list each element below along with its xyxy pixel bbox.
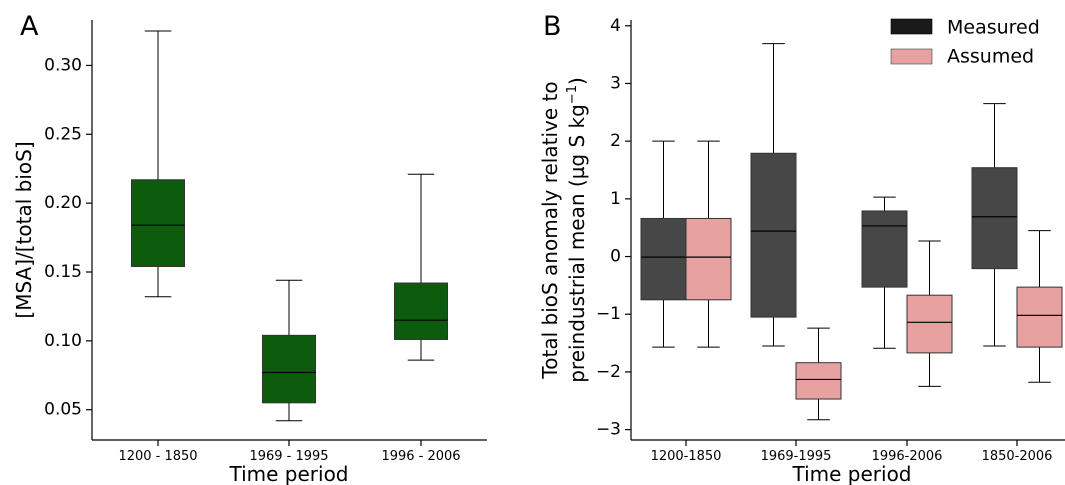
box-series-1 <box>262 279 316 422</box>
x-tick-label: 1996-2006 <box>872 449 943 464</box>
x-tick-label: 1996 - 2006 <box>381 449 460 464</box>
panel-a-x-title: Time period <box>228 462 348 485</box>
legend-swatch-assumed <box>890 48 933 65</box>
panel-a-x-ticks: 1200 - 1850 1969 - 1995 1996 - 2006 <box>118 440 461 464</box>
panel-b-y-title-line1: Total bioS anomaly relative to <box>538 81 562 379</box>
box-iqr <box>795 362 842 400</box>
panel-b-boxes <box>640 43 1063 421</box>
box-measured-0 <box>640 140 687 348</box>
box-iqr <box>861 210 908 288</box>
panel-b-axes <box>630 20 1065 441</box>
box-iqr <box>685 217 732 301</box>
box-measured-3 <box>971 103 1018 347</box>
y-tick-label: 0.30 <box>44 55 82 75</box>
panel-a-y-ticks: 0.05 0.10 0.15 0.20 0.25 0.30 <box>44 55 92 420</box>
y-tick-label: 0.15 <box>44 262 82 282</box>
y-tick-label: −3 <box>596 420 621 440</box>
box-assumed-3 <box>1016 230 1063 383</box>
x-tick-label: 1200-1850 <box>651 449 722 464</box>
box-iqr <box>971 167 1018 270</box>
box-assumed-2 <box>906 240 953 387</box>
panel-label-b: B <box>543 11 562 42</box>
box-assumed-1 <box>795 327 842 421</box>
y-tick-label: 0.25 <box>44 124 82 144</box>
y-tick-label: 1 <box>610 189 621 209</box>
x-tick-label: 1850-2006 <box>982 449 1053 464</box>
y-tick-label: 3 <box>610 73 621 93</box>
panel-b-y-title-line2: preindustrial mean (µg S kg−1) <box>565 77 589 383</box>
box-iqr <box>262 334 316 404</box>
legend: Measured Assumed <box>890 17 1040 68</box>
box-measured-1 <box>750 43 797 347</box>
panel-b-x-title: Time period <box>791 462 911 485</box>
y-tick-label: 2 <box>610 131 621 151</box>
y-tick-label: −1 <box>596 304 621 324</box>
panel-b-x-ticks: 1200-1850 1969-1995 1996-2006 1850-2006 <box>651 440 1053 464</box>
x-tick-label: 1969 - 1995 <box>249 449 328 464</box>
box-iqr <box>394 282 448 340</box>
y-tick-label: 0.10 <box>44 331 82 351</box>
x-tick-label: 1969-1995 <box>761 449 832 464</box>
panel-b-y-title-sup: −1 <box>565 85 580 104</box>
box-iqr <box>750 152 797 318</box>
box-iqr <box>131 179 185 267</box>
y-tick-label: 4 <box>610 16 621 36</box>
legend-swatch-measured <box>890 18 933 35</box>
box-series-0 <box>131 30 185 298</box>
panel-a-y-title: [MSA]/[total bioS] <box>12 141 36 318</box>
legend-label-measured: Measured <box>947 17 1040 39</box>
y-tick-label: 0 <box>610 247 621 267</box>
box-assumed-0 <box>685 140 732 348</box>
y-tick-label: −2 <box>596 362 621 382</box>
box-iqr <box>906 294 953 354</box>
legend-label-assumed: Assumed <box>947 46 1034 68</box>
panel-label-a: A <box>20 11 39 42</box>
panel-b-y-title-end: ) <box>565 77 589 85</box>
y-tick-label: 0.05 <box>44 400 82 420</box>
box-series-2 <box>394 173 448 361</box>
box-measured-2 <box>861 196 908 349</box>
x-tick-label: 1200 - 1850 <box>118 449 197 464</box>
panel-b-y-ticks: −3 −2 −1 0 1 2 3 4 <box>596 16 631 440</box>
box-iqr <box>1016 286 1063 348</box>
box-iqr <box>640 217 687 301</box>
panel-a-boxes <box>131 30 448 422</box>
y-tick-label: 0.20 <box>44 193 82 213</box>
panel-b-y-title-main: preindustrial mean (µg S kg <box>565 104 589 383</box>
